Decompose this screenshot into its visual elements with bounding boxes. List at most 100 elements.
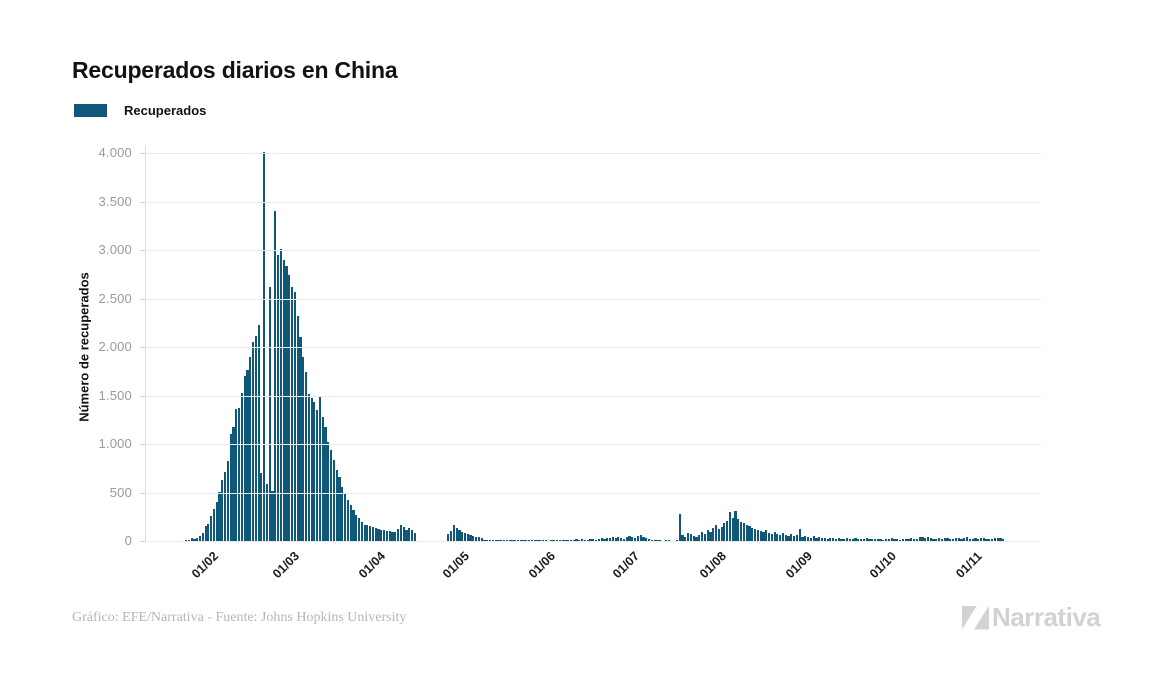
- bar: [977, 538, 980, 541]
- bar: [770, 533, 773, 541]
- grid-line: [145, 444, 1041, 445]
- bar: [452, 525, 455, 541]
- bar: [684, 536, 687, 541]
- bar: [885, 538, 888, 541]
- bar: [940, 538, 944, 541]
- bar: [773, 531, 776, 541]
- page-title: Recuperados diarios en China: [72, 57, 398, 84]
- bar: [603, 538, 606, 541]
- bar: [240, 392, 243, 541]
- grid-line: [145, 347, 1041, 348]
- bar: [982, 538, 985, 541]
- legend-label: Recuperados: [124, 103, 207, 118]
- bar: [207, 523, 210, 541]
- bar: [873, 539, 877, 541]
- bar: [472, 535, 475, 541]
- bar: [461, 531, 464, 541]
- y-tick-label: 3.000: [98, 242, 132, 257]
- x-tick-label: 01/03: [269, 548, 302, 582]
- bar: [915, 539, 918, 541]
- bar: [210, 515, 213, 541]
- bar: [569, 540, 573, 541]
- bar: [516, 540, 520, 541]
- grid-line: [145, 492, 1041, 494]
- bar: [187, 539, 190, 541]
- bar: [324, 426, 327, 541]
- bar: [784, 534, 787, 541]
- bar: [592, 539, 595, 541]
- bar: [466, 534, 469, 541]
- bar: [564, 539, 567, 541]
- bar: [879, 539, 882, 541]
- bar: [918, 536, 921, 541]
- bar: [614, 538, 617, 541]
- bar: [971, 539, 974, 541]
- bar: [271, 490, 274, 541]
- bar: [380, 529, 383, 541]
- bar: [723, 523, 726, 541]
- bar: [185, 540, 188, 541]
- y-tick-label: 500: [109, 484, 132, 500]
- bar: [494, 540, 497, 541]
- bar: [327, 442, 330, 541]
- bar: [583, 539, 587, 541]
- bar: [555, 540, 559, 541]
- y-tick-mark: [140, 201, 145, 203]
- bar: [837, 538, 840, 541]
- bar: [212, 509, 216, 541]
- bar: [307, 393, 310, 541]
- bar: [360, 521, 363, 541]
- bar: [249, 356, 252, 541]
- bar: [371, 527, 375, 541]
- bar: [226, 461, 230, 541]
- bar: [581, 539, 584, 541]
- bar: [463, 533, 467, 541]
- bar: [703, 533, 706, 541]
- bar: [776, 534, 779, 541]
- bar: [737, 518, 740, 541]
- legend-swatch-icon: [74, 104, 107, 117]
- narrativa-logo-icon: [962, 605, 989, 630]
- bar: [597, 538, 600, 541]
- bar: [343, 493, 347, 541]
- y-tick-label: 2.000: [98, 339, 132, 354]
- y-tick-label: 2.500: [98, 290, 132, 306]
- bar: [834, 538, 838, 541]
- bar: [254, 336, 257, 541]
- bar: [491, 539, 494, 541]
- grid-line: [145, 153, 1041, 154]
- bar: [224, 471, 227, 541]
- bar: [374, 528, 377, 541]
- bar: [385, 530, 388, 541]
- bar: [290, 286, 294, 541]
- bar: [932, 538, 935, 541]
- bar: [996, 537, 999, 541]
- legend-item-recuperados[interactable]: Recuperados: [74, 103, 206, 118]
- bar: [410, 530, 414, 541]
- bar: [907, 539, 910, 541]
- bar: [642, 537, 645, 541]
- bar: [628, 535, 631, 541]
- bars-layer: [185, 151, 1005, 541]
- bar: [600, 538, 603, 541]
- bar: [748, 526, 751, 541]
- bar: [887, 539, 891, 541]
- footer-credit: Gráfico: EFE/Narrativa - Fuente: Johns H…: [72, 610, 407, 625]
- bar: [826, 538, 829, 541]
- bar: [622, 538, 626, 541]
- bar: [946, 538, 949, 541]
- bar: [851, 539, 854, 541]
- x-tick-label: 01/11: [953, 549, 985, 581]
- bar: [634, 538, 637, 541]
- bar: [904, 538, 907, 541]
- bar: [352, 509, 355, 541]
- bar: [636, 536, 640, 541]
- bar: [477, 537, 481, 541]
- bar: [617, 536, 620, 541]
- bar: [218, 491, 221, 541]
- grid-line: [145, 298, 1041, 300]
- bar: [812, 536, 815, 541]
- bar: [528, 540, 531, 541]
- bar: [949, 538, 952, 541]
- bar: [848, 538, 851, 541]
